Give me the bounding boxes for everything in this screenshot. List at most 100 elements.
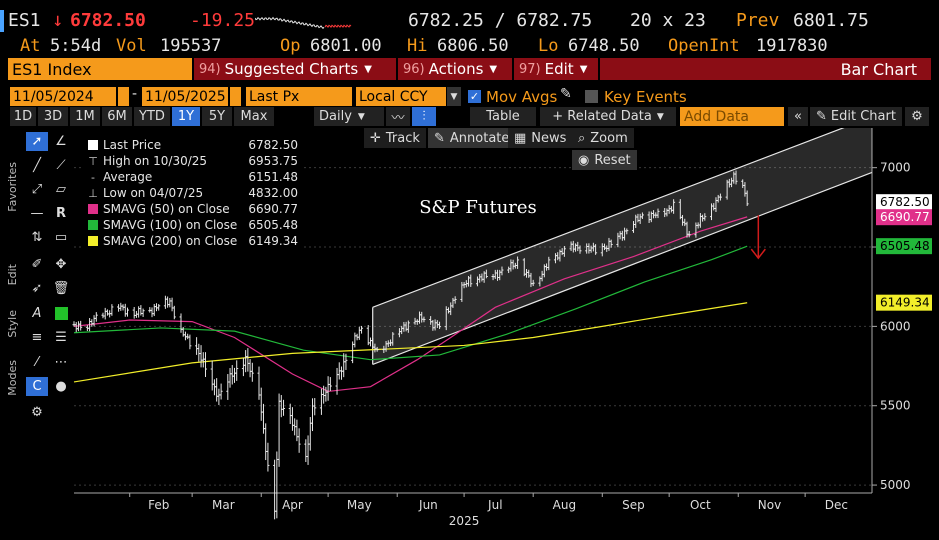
trendline-icon[interactable]: ╱ (33, 158, 41, 173)
frequency-select[interactable]: Daily ▼ (314, 107, 384, 126)
calendar-icon[interactable] (229, 87, 241, 106)
brush-icon[interactable]: ✐ (31, 257, 43, 272)
legend-value: 6953.75 (248, 154, 298, 168)
fibonacci-icon[interactable]: ⇅ (31, 230, 43, 245)
table-button[interactable]: Table (470, 107, 536, 126)
pencil-icon[interactable]: ✎ (560, 86, 572, 102)
prev-label: Prev (736, 10, 780, 31)
drawing-sidebar: Favorites Edit Style Modes ➚ ∠ ╱ ⟋ ⤢ ▱ —… (0, 130, 76, 430)
settings-gear-icon[interactable]: ⚙ (31, 405, 43, 420)
chevron-down-icon[interactable]: ▼ (447, 87, 461, 106)
chart-type-bar[interactable]: Bar Chart (600, 58, 931, 80)
pointer-icon[interactable]: ➚ (26, 132, 48, 151)
reset-button[interactable]: ◉ Reset (572, 150, 637, 170)
annotate-label: Annotate (449, 130, 510, 146)
retracement-icon[interactable]: R (55, 206, 66, 221)
low-value: 6748.50 (568, 36, 640, 56)
price-chart[interactable]: 50005500600065007000FebMarAprMayJunJulAu… (0, 128, 939, 540)
line-style-icon[interactable]: ≡ (31, 330, 43, 345)
legend-row: SMAVG (200) on Close 6149.34 (88, 233, 302, 249)
rectangle-icon[interactable]: ▭ (54, 230, 68, 245)
edit-label: Edit (544, 60, 574, 78)
field-value: Last Px (249, 88, 300, 105)
mov-avgs-checkbox[interactable]: ✓ (468, 90, 481, 103)
period-1m[interactable]: 1M (70, 107, 100, 126)
period-1y[interactable]: 1Y (172, 107, 200, 126)
time-value: 5:54d (50, 36, 102, 56)
reset-label: Reset (594, 152, 631, 168)
line-chart-icon[interactable]: 〰 (386, 107, 410, 126)
vol-label: Vol (116, 36, 147, 56)
magnet-icon[interactable]: ⋯ (54, 355, 68, 370)
line-width-icon[interactable]: ☰ (55, 330, 67, 345)
zoom-button[interactable]: ⌕ Zoom (572, 128, 634, 148)
period-1d[interactable]: 1D (10, 107, 36, 126)
field-select[interactable]: Last Px (246, 87, 352, 106)
period-3d[interactable]: 3D (38, 107, 68, 126)
select-icon[interactable]: ➶ (31, 281, 43, 296)
x-tick-label: Feb (148, 498, 169, 512)
ticker-cursor (0, 10, 4, 32)
related-data-label: + Related Data (552, 109, 652, 124)
chart-title: S&P Futures (419, 197, 537, 218)
calendar-icon[interactable] (117, 87, 129, 106)
price-tag (876, 194, 932, 211)
smavg-50-line (73, 216, 748, 393)
channel-upper-line (372, 128, 845, 308)
period-6m[interactable]: 6M (102, 107, 132, 126)
annotate-button[interactable]: ✎ Annotate (428, 128, 516, 148)
track-button[interactable]: ✛ Track (364, 128, 426, 148)
edit-menu[interactable]: 97) Edit ▼ (514, 58, 598, 80)
cycle-icon[interactable]: C (26, 377, 48, 396)
chart-legend: Last Price 6782.50 ⊤ High on 10/30/25 6953.7… (82, 133, 304, 251)
color-swatch-icon[interactable] (50, 304, 72, 323)
period-5y[interactable]: 5Y (202, 107, 232, 126)
channel-icon[interactable]: ▱ (56, 182, 66, 197)
ray-icon[interactable]: ⟋ (56, 158, 66, 173)
palette-icon[interactable]: ● (55, 379, 67, 394)
legend-row: SMAVG (100) on Close 6505.48 (88, 217, 302, 233)
crosshair-icon[interactable]: ⁄ (35, 355, 39, 370)
security-field[interactable]: ES1 Index (8, 58, 192, 80)
x-tick-label: Apr (282, 498, 303, 512)
avg-marker-icon: - (91, 170, 95, 184)
suggested-charts-menu[interactable]: 94) Suggested Charts ▼ (194, 58, 396, 80)
pencil-icon: ✎ (434, 130, 445, 146)
currency-value: Local CCY (359, 88, 428, 105)
actions-label: Actions (428, 60, 484, 78)
legend-swatch (88, 236, 98, 246)
gear-icon[interactable]: ⚙ (905, 107, 929, 126)
legend-label: Average (103, 170, 153, 184)
trend-channel-fill (372, 128, 872, 365)
start-date-input[interactable]: 11/05/2024 (10, 87, 116, 106)
high-value: 6806.50 (437, 36, 509, 56)
period-label: 1M (75, 109, 95, 124)
draw-tool-icon[interactable]: ∠ (55, 134, 67, 149)
collapse-icon[interactable]: « (788, 107, 808, 126)
edit-chart-button[interactable]: ✎ Edit Chart (810, 107, 902, 126)
x-tick-label: Oct (690, 498, 711, 512)
prev-value: 6801.75 (793, 10, 869, 31)
legend-row: ⊤ High on 10/30/25 6953.75 (88, 153, 302, 169)
text-icon[interactable]: A (32, 306, 42, 321)
news-button[interactable]: ▦ News (508, 128, 573, 148)
segment-icon[interactable]: ⤢ (31, 182, 43, 197)
currency-select[interactable]: Local CCY (356, 87, 446, 106)
time-label: At (20, 36, 41, 56)
chevron-down-icon: ▼ (579, 63, 588, 75)
end-date-input[interactable]: 11/05/2025 (142, 87, 228, 106)
add-data-input[interactable]: Add Data (680, 107, 784, 126)
trash-icon[interactable]: 🗑 (52, 281, 70, 296)
y-tick-label: 5500 (880, 399, 911, 413)
legend-row: Last Price 6782.50 (88, 137, 302, 153)
bar-chart-icon[interactable]: ⫶ (412, 107, 436, 126)
period-ytd[interactable]: YTD (134, 107, 170, 126)
period-max[interactable]: Max (234, 107, 274, 126)
actions-menu[interactable]: 96) Actions ▼ (398, 58, 512, 80)
y-tick-label: 7000 (880, 161, 911, 175)
related-data-button[interactable]: + Related Data ▼ (540, 107, 676, 126)
move-icon[interactable]: ✥ (55, 257, 67, 272)
horizontal-line-icon[interactable]: — (30, 206, 44, 221)
legend-label: SMAVG (50) on Close (103, 202, 230, 216)
key-events-checkbox[interactable] (585, 90, 598, 103)
